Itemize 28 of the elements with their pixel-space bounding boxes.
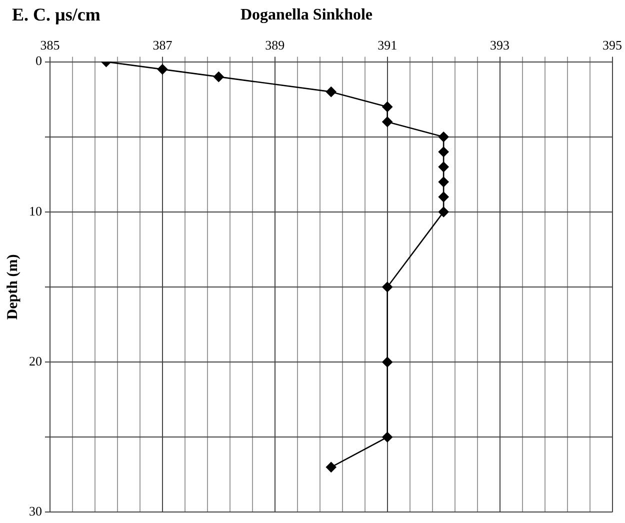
y-tick-label: 20 [29,353,42,368]
y-tick-label: 0 [36,53,42,68]
point [382,432,392,442]
point [382,282,392,292]
point [382,116,392,128]
point [438,132,449,142]
x-tick-label: 387 [152,37,173,52]
x-tick-label: 391 [378,37,398,52]
y-tick-label: 10 [29,203,42,218]
point [382,102,392,112]
y-tick-label: 30 [29,504,42,519]
point [157,64,168,74]
point [438,192,449,202]
y-axis-title: Depth (m) [4,254,21,320]
point [326,86,336,97]
point [214,72,224,82]
point [382,356,392,368]
chart-title: Doganella Sinkhole [240,6,373,24]
point [438,176,449,188]
x-tick-label: 393 [490,37,510,52]
point [326,462,336,472]
point [438,146,449,158]
x-axis-title: E. C. µs/cm [12,4,100,25]
point [438,206,449,218]
point [438,162,449,172]
x-tick-label: 385 [40,37,60,52]
x-tick-label: 395 [602,37,622,52]
x-tick-label: 389 [265,37,285,52]
